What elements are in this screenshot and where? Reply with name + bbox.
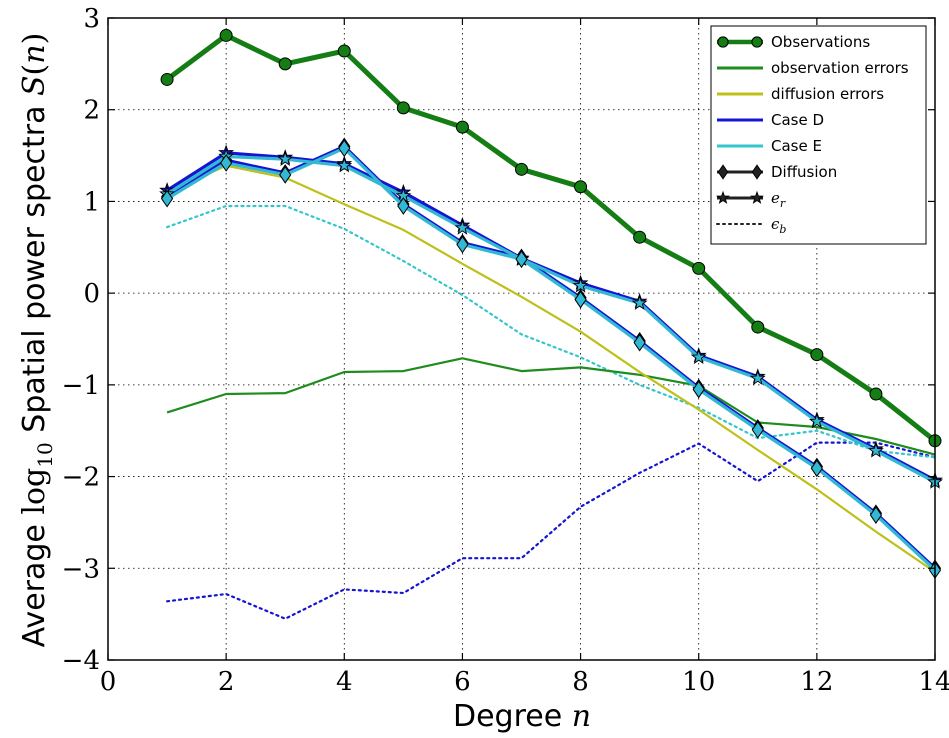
legend-marker (717, 164, 729, 180)
data-point-observations (278, 57, 292, 71)
y-axis-label: Average log10 Spatial power spectra S(n) (17, 33, 57, 648)
data-point-caseE_diff (456, 235, 469, 254)
series-line-observations (165, 32, 937, 443)
data-point-observations (396, 101, 410, 115)
legend-item: ϵb (716, 215, 786, 236)
legend-label: observation errors (771, 59, 909, 77)
legend-marker (717, 36, 729, 48)
data-point-observations (219, 28, 233, 42)
legend-label: ϵb (771, 215, 786, 236)
x-axis-label: Degree n (453, 699, 591, 734)
data-point-caseE_diff (397, 197, 410, 215)
x-tick-label: 8 (572, 667, 589, 697)
y-tick-label: −1 (62, 371, 100, 401)
data-point-observations (692, 261, 706, 275)
data-point-caseE_er (749, 370, 766, 386)
legend-marker (750, 190, 764, 204)
x-tick-label: 12 (800, 667, 833, 697)
x-tick-label: 4 (336, 667, 353, 697)
data-point-caseE_diff (633, 333, 646, 352)
legend-item: Observations (717, 33, 870, 51)
legend-label: Case D (771, 111, 824, 129)
data-point-caseE_diff (338, 139, 351, 158)
series-layer (159, 28, 943, 620)
series-line-caseE_diff (166, 146, 937, 572)
series-obs_errors (166, 357, 936, 456)
x-tick-label: 6 (454, 667, 471, 697)
data-point-observations (337, 44, 351, 58)
data-point-caseE_diff (810, 459, 823, 478)
data-point-caseE_diff (692, 380, 705, 399)
legend-marker (716, 190, 730, 204)
data-point-observations (574, 180, 588, 194)
data-point-observations (160, 72, 174, 86)
y-tick-label: 1 (83, 187, 100, 217)
legend-label: er (771, 189, 786, 210)
data-point-caseE_er (277, 150, 294, 166)
series-line-caseD_eb (166, 441, 937, 620)
data-point-caseE_er (572, 277, 589, 293)
legend-marker (751, 164, 763, 180)
data-point-caseE_er (336, 157, 353, 173)
data-point-observations (751, 320, 765, 334)
x-tick-label: 0 (100, 667, 117, 697)
legend-item: Case D (717, 111, 824, 129)
series-observations (160, 28, 942, 448)
data-point-caseE_diff (574, 290, 587, 309)
data-point-caseE_diff (279, 165, 292, 184)
data-point-caseE_diff (160, 189, 174, 208)
series-caseE_eb (166, 204, 937, 459)
legend-box (710, 25, 927, 245)
data-point-observations (869, 387, 883, 401)
series-line-caseE_er (166, 154, 936, 484)
legend-item: Diffusion (717, 163, 837, 181)
y-tick-label: −2 (62, 463, 100, 493)
data-point-caseE_er (631, 294, 648, 310)
data-point-caseE_diff (515, 250, 528, 269)
y-tick-label: −3 (62, 554, 100, 584)
data-point-caseE_diff (751, 420, 764, 439)
data-point-observations (810, 348, 824, 362)
series-caseD_eb (166, 441, 937, 620)
series-diff_errors (166, 164, 936, 573)
data-point-caseE_er (690, 348, 707, 365)
x-tick-label: 10 (682, 667, 715, 697)
y-tick-label: 2 (83, 96, 100, 126)
legend-item: diffusion errors (717, 85, 884, 103)
x-tick-label: 14 (918, 667, 949, 697)
data-point-caseE_er (454, 219, 471, 235)
data-point-observations (455, 120, 469, 134)
legend-marker (751, 36, 763, 48)
legend-label: Diffusion (771, 163, 837, 181)
x-tick-label: 2 (218, 667, 235, 697)
data-point-observations (515, 162, 528, 176)
legend: Observations observation errors diffusion … (710, 25, 927, 245)
grid (108, 18, 935, 660)
plot-frame (107, 17, 936, 661)
y-tick-label: 0 (83, 279, 100, 309)
data-point-caseE_diff (869, 506, 883, 524)
data-point-observations (633, 230, 647, 244)
legend-item: er (716, 189, 786, 210)
y-tick-label: −4 (62, 646, 100, 676)
series-line-caseE_eb (166, 204, 937, 459)
series-line-obs_errors (166, 357, 936, 456)
legend-label: Observations (771, 33, 870, 51)
legend-label: Case E (771, 137, 822, 155)
legend-item: observation errors (717, 59, 909, 77)
series-caseE_diff (160, 139, 942, 580)
y-tick-label: 3 (83, 4, 100, 34)
legend-item: Case E (717, 137, 822, 155)
data-point-caseE_diff (220, 154, 233, 172)
series-line-diff_errors (166, 164, 936, 573)
legend-label: diffusion errors (771, 85, 884, 103)
data-point-caseE_er (808, 413, 825, 429)
data-point-caseE_er (868, 442, 884, 458)
